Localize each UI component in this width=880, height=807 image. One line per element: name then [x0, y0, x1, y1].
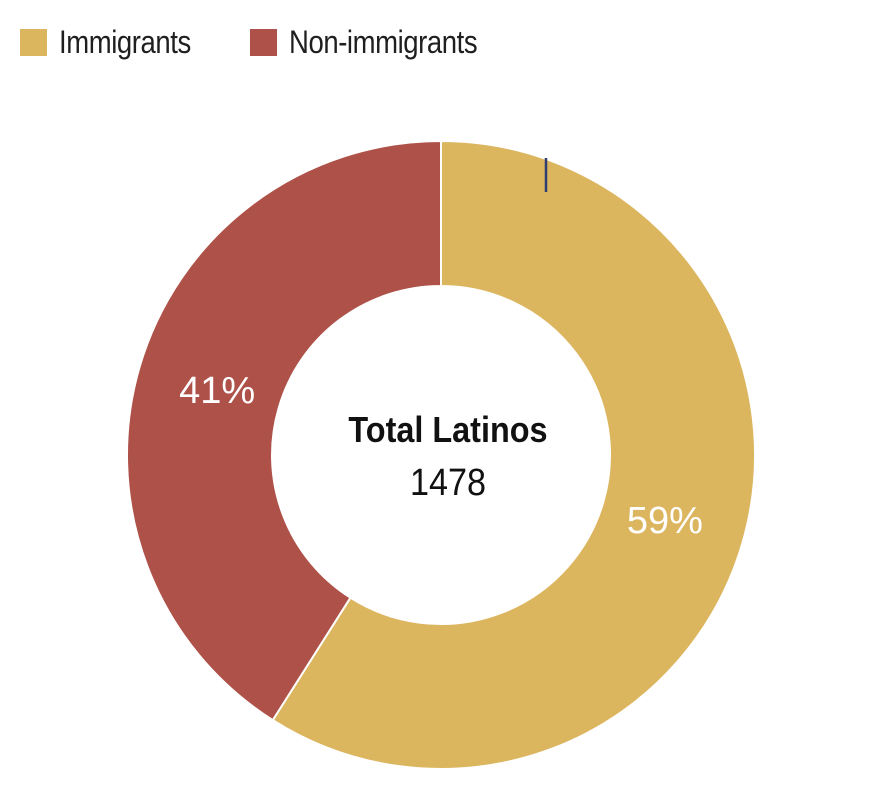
slice-immigrants: [271, 139, 756, 770]
center-title: Total Latinos: [348, 410, 547, 450]
center-value: 1478: [410, 460, 486, 503]
legend-item-immigrants: Immigrants: [20, 24, 212, 61]
legend-swatch-immigrants: [20, 29, 47, 56]
legend-label-immigrants: Immigrants: [59, 24, 191, 60]
legend-label-non-immigrants: Non-immigrants: [289, 24, 478, 60]
donut-slices: [126, 139, 756, 770]
slice-labels: 59% 41%: [179, 370, 703, 542]
legend-swatch-non-immigrants: [250, 29, 278, 56]
slice-label-immigrants: 59%: [627, 500, 703, 542]
chart-legend: Immigrants Non-immigrants: [20, 24, 546, 61]
slice-non-immigrants: [126, 139, 442, 722]
legend-item-non-immigrants: Non-immigrants: [250, 24, 508, 61]
slice-label-non-immigrants: 41%: [179, 370, 255, 412]
